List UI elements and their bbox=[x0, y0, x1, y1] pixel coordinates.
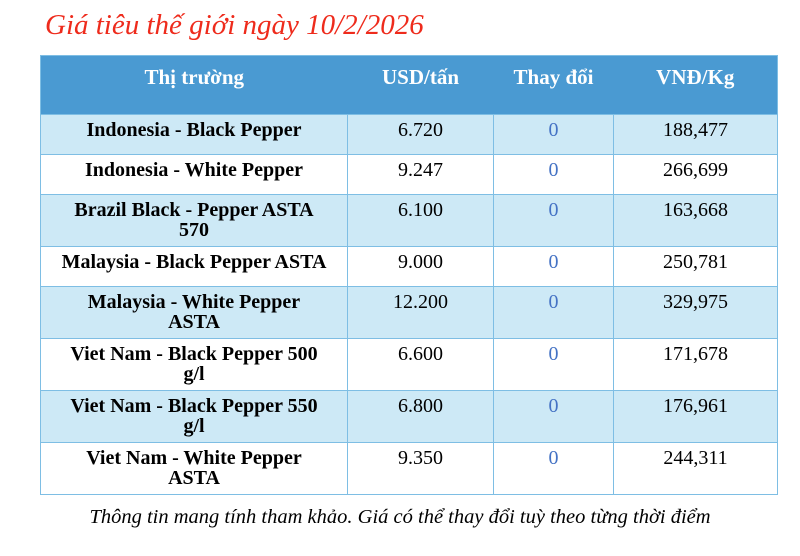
price-table: Thị trường USD/tấn Thay đổi VNĐ/Kg Indon… bbox=[40, 55, 778, 495]
cell-vnd: 329,975 bbox=[613, 286, 778, 339]
cell-usd: 12.200 bbox=[347, 286, 494, 339]
header-row: Thị trường USD/tấn Thay đổi VNĐ/Kg bbox=[40, 55, 778, 115]
cell-vnd: 266,699 bbox=[613, 154, 778, 195]
table-row: Indonesia - Black Pepper 6.720 0 188,477 bbox=[40, 114, 778, 155]
cell-change: 0 bbox=[493, 286, 614, 339]
cell-market: Indonesia - White Pepper bbox=[40, 154, 348, 195]
cell-vnd: 176,961 bbox=[613, 390, 778, 443]
table-row: Malaysia - White Pepper ASTA 12.200 0 329,9… bbox=[40, 286, 778, 339]
page-title: Giá tiêu thế giới ngày 10/2/2026 bbox=[45, 9, 424, 41]
cell-change: 0 bbox=[493, 390, 614, 443]
cell-usd: 6.800 bbox=[347, 390, 494, 443]
cell-change: 0 bbox=[493, 338, 614, 391]
table-row: Malaysia - Black Pepper ASTA 9.000 0 250,78… bbox=[40, 246, 778, 287]
cell-change: 0 bbox=[493, 194, 614, 247]
cell-vnd: 250,781 bbox=[613, 246, 778, 287]
table-row: Viet Nam - White Pepper ASTA 9.350 0 244,31… bbox=[40, 442, 778, 495]
cell-change: 0 bbox=[493, 154, 614, 195]
cell-usd: 9.350 bbox=[347, 442, 494, 495]
footer-note: Thông tin mang tính tham khảo. Giá có th… bbox=[89, 506, 711, 528]
cell-usd: 6.720 bbox=[347, 114, 494, 155]
cell-usd: 6.100 bbox=[347, 194, 494, 247]
cell-market: Viet Nam - Black Pepper 550 g/l bbox=[40, 390, 348, 443]
table-row: Viet Nam - Black Pepper 500 g/l 6.600 0 171… bbox=[40, 338, 778, 391]
cell-change: 0 bbox=[493, 442, 614, 495]
price-table-body: Indonesia - Black Pepper 6.720 0 188,477 Ind… bbox=[40, 114, 778, 495]
col-header-usd: USD/tấn bbox=[347, 55, 494, 115]
cell-usd: 9.247 bbox=[347, 154, 494, 195]
cell-market: Malaysia - White Pepper ASTA bbox=[40, 286, 348, 339]
cell-vnd: 244,311 bbox=[613, 442, 778, 495]
cell-vnd: 171,678 bbox=[613, 338, 778, 391]
cell-market: Viet Nam - Black Pepper 500 g/l bbox=[40, 338, 348, 391]
cell-vnd: 188,477 bbox=[613, 114, 778, 155]
cell-change: 0 bbox=[493, 246, 614, 287]
cell-market: Viet Nam - White Pepper ASTA bbox=[40, 442, 348, 495]
cell-market: Brazil Black - Pepper ASTA 570 bbox=[40, 194, 348, 247]
table-row: Viet Nam - Black Pepper 550 g/l 6.800 0 176… bbox=[40, 390, 778, 443]
cell-market: Malaysia - Black Pepper ASTA bbox=[40, 246, 348, 287]
col-header-market: Thị trường bbox=[40, 55, 348, 115]
cell-change: 0 bbox=[493, 114, 614, 155]
col-header-vnd: VNĐ/Kg bbox=[613, 55, 778, 115]
cell-vnd: 163,668 bbox=[613, 194, 778, 247]
table-row: Indonesia - White Pepper 9.247 0 266,699 bbox=[40, 154, 778, 195]
cell-usd: 6.600 bbox=[347, 338, 494, 391]
col-header-change: Thay đổi bbox=[493, 55, 614, 115]
cell-usd: 9.000 bbox=[347, 246, 494, 287]
cell-market: Indonesia - Black Pepper bbox=[40, 114, 348, 155]
table-row: Brazil Black - Pepper ASTA 570 6.100 0 163,… bbox=[40, 194, 778, 247]
